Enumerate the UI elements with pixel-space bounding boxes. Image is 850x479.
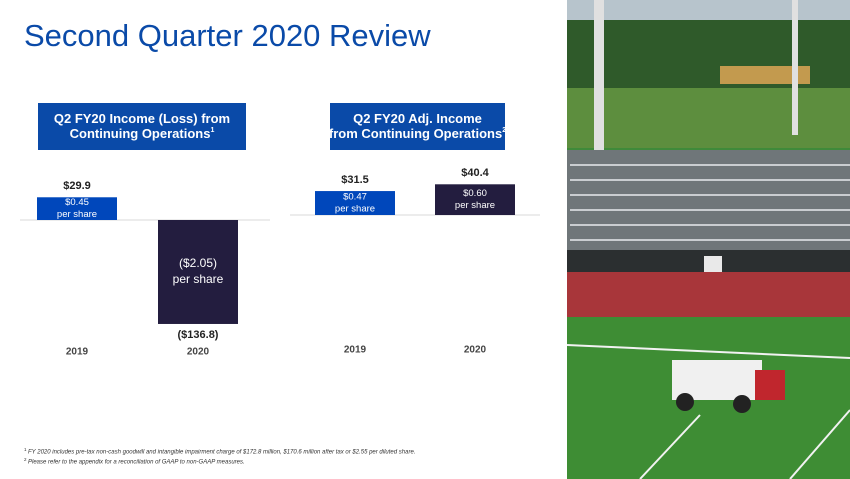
value-label: $29.9 — [63, 180, 91, 192]
chart-title-line: from Continuing Operations — [329, 126, 502, 141]
bar — [315, 191, 395, 215]
value-label: $40.4 — [461, 167, 489, 179]
eps-suffix: per share — [57, 209, 97, 220]
eps-label: $0.47 — [343, 192, 367, 203]
value-label: ($136.8) — [178, 329, 219, 341]
chart-title-line: Q2 FY20 Income (Loss) from — [54, 111, 230, 126]
chart-title-line: Q2 FY20 Adj. Income — [353, 111, 482, 126]
eps-label: $0.60 — [463, 188, 487, 199]
bar — [37, 197, 117, 220]
chart-title: Q2 FY20 Income (Loss) from Continuing Ope… — [54, 111, 230, 141]
x-tick-label: 2020 — [464, 345, 487, 356]
chart-title-line: Continuing Operations — [70, 126, 211, 141]
footnote-text: Please refer to the appendix for a recon… — [28, 460, 245, 466]
footnote-mark: 1 — [24, 447, 27, 452]
chart-title-box — [330, 103, 505, 150]
chart-title-box — [38, 103, 246, 150]
slide-title: Second Quarter 2020 Review — [24, 18, 431, 53]
eps-label: ($2.05) — [179, 256, 217, 270]
value-label: $31.5 — [341, 174, 369, 186]
footnote-ref: 2 — [502, 127, 506, 134]
footnote-mark: 2 — [24, 457, 27, 462]
eps-label: $0.45 — [65, 197, 89, 208]
bar — [435, 184, 515, 215]
x-tick-label: 2019 — [344, 345, 367, 356]
footnote-ref: 1 — [210, 127, 214, 134]
eps-suffix: per share — [335, 204, 375, 215]
x-tick-label: 2020 — [187, 347, 210, 358]
x-tick-label: 2019 — [66, 347, 89, 358]
eps-suffix: per share — [455, 200, 495, 211]
photo — [566, 0, 850, 479]
chart-title: Q2 FY20 Adj. Income from Continuing Opera… — [329, 111, 506, 141]
bar — [158, 220, 238, 324]
eps-suffix: per share — [173, 272, 224, 286]
footnote-text: FY 2020 includes pre-tax non-cash goodwi… — [28, 450, 415, 456]
